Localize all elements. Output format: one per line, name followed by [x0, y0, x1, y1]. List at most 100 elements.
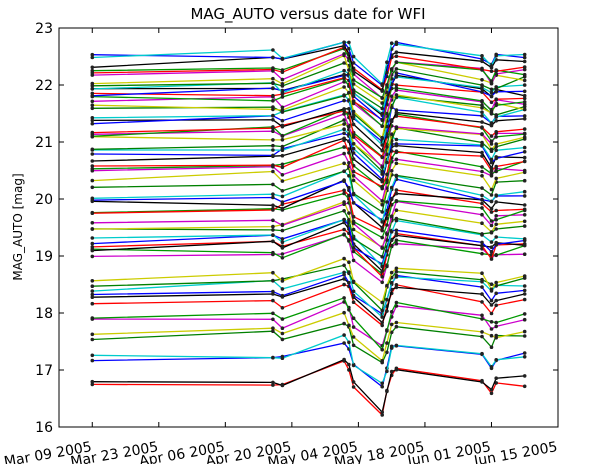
- y-tick-label: 20: [35, 192, 53, 208]
- data-point: [271, 355, 275, 360]
- data-point: [351, 69, 356, 73]
- data-point: [351, 201, 356, 205]
- series-line: [92, 86, 525, 139]
- data-point: [489, 311, 494, 316]
- data-point: [480, 271, 484, 276]
- data-point: [480, 292, 484, 296]
- data-point: [522, 89, 527, 94]
- data-point: [271, 203, 275, 208]
- data-point: [347, 211, 351, 215]
- data-point: [489, 166, 494, 170]
- data-point: [522, 224, 527, 228]
- data-point: [90, 116, 95, 120]
- data-point: [494, 86, 499, 91]
- data-point: [90, 211, 95, 215]
- data-point: [480, 132, 484, 136]
- data-point: [90, 167, 95, 171]
- data-point: [280, 138, 285, 142]
- data-point: [351, 249, 356, 254]
- data-point: [271, 93, 275, 98]
- data-point: [351, 54, 356, 59]
- data-point: [489, 142, 494, 146]
- data-point: [480, 240, 484, 245]
- data-point: [522, 155, 527, 160]
- data-point: [271, 208, 275, 212]
- data-point: [522, 52, 527, 57]
- data-point: [489, 249, 494, 254]
- data-point: [351, 122, 356, 127]
- data-point: [385, 249, 389, 253]
- data-point: [347, 238, 351, 242]
- y-tick-label: 18: [35, 306, 53, 322]
- data-point: [385, 341, 389, 345]
- data-point: [394, 157, 399, 162]
- data-point: [480, 193, 484, 198]
- data-point: [480, 83, 484, 87]
- y-tick-label: 23: [35, 21, 53, 37]
- data-point: [280, 165, 285, 170]
- data-point: [351, 133, 356, 137]
- data-point: [480, 197, 484, 202]
- data-point: [380, 82, 385, 86]
- series-line: [92, 200, 525, 250]
- data-point: [489, 171, 494, 176]
- data-point: [280, 223, 285, 228]
- data-point: [90, 52, 95, 57]
- data-point: [385, 232, 389, 237]
- data-point: [347, 161, 351, 165]
- data-point: [522, 243, 527, 248]
- data-point: [480, 243, 484, 248]
- data-point: [494, 156, 499, 161]
- data-point: [489, 79, 494, 83]
- data-point: [347, 193, 351, 198]
- data-point: [271, 292, 275, 296]
- data-point: [90, 353, 95, 358]
- data-point: [280, 194, 285, 199]
- data-point: [351, 258, 356, 263]
- data-point: [380, 101, 385, 105]
- data-point: [280, 189, 285, 193]
- data-point: [489, 298, 494, 303]
- data-point: [385, 223, 389, 227]
- data-point: [489, 240, 494, 244]
- data-point: [380, 323, 385, 328]
- data-point: [480, 206, 484, 210]
- data-point: [342, 161, 346, 166]
- data-point: [489, 87, 494, 92]
- data-point: [380, 89, 385, 93]
- data-point: [380, 199, 385, 203]
- data-point: [280, 124, 285, 129]
- data-point: [394, 199, 399, 203]
- data-point: [394, 83, 399, 87]
- data-point: [342, 122, 346, 126]
- data-point: [347, 308, 351, 312]
- data-point: [271, 148, 275, 152]
- data-point: [389, 119, 394, 124]
- data-point: [380, 165, 385, 169]
- data-point: [489, 210, 494, 214]
- data-point: [394, 93, 399, 97]
- data-point: [380, 169, 385, 174]
- data-point: [271, 224, 275, 229]
- data-point: [90, 99, 95, 104]
- data-point: [280, 306, 285, 310]
- data-point: [351, 151, 356, 155]
- data-point: [271, 81, 275, 86]
- series-line: [92, 358, 525, 414]
- data-point: [494, 135, 499, 139]
- data-point: [347, 90, 351, 95]
- data-point: [90, 379, 95, 384]
- data-point: [351, 300, 356, 305]
- data-point: [489, 157, 494, 162]
- data-point: [494, 280, 499, 285]
- data-point: [271, 250, 275, 255]
- data-point: [351, 191, 356, 196]
- data-point: [90, 159, 95, 163]
- data-point: [394, 75, 399, 79]
- data-point: [380, 246, 385, 250]
- data-point: [389, 94, 394, 99]
- y-tick-label: 21: [35, 135, 53, 151]
- data-point: [90, 295, 95, 300]
- data-point: [494, 113, 499, 117]
- data-point: [522, 329, 527, 334]
